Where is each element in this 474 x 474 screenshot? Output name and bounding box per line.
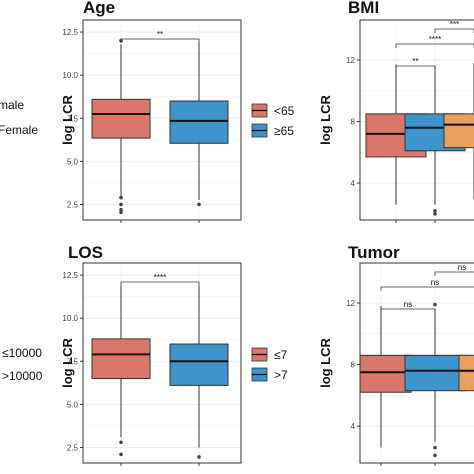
age-box-red bbox=[91, 98, 151, 139]
age-y-tick-label: 7.5 bbox=[67, 114, 79, 123]
los-y-tick-label: 12.5 bbox=[62, 271, 78, 280]
age-chart-title: Age bbox=[83, 0, 115, 17]
age-outlier-point bbox=[119, 195, 123, 200]
tumor-comparison-bracket bbox=[380, 308, 436, 313]
tumor-comparison-bracket bbox=[380, 286, 474, 291]
tumor-outlier-point bbox=[433, 453, 437, 458]
bmi-significance-label: *** bbox=[450, 20, 459, 29]
tumor-y-tick-label: 8 bbox=[351, 361, 356, 370]
los-box-blue bbox=[169, 343, 229, 386]
bmi-y-axis-label: log LCR bbox=[318, 94, 333, 144]
age-comparison-bracket bbox=[120, 38, 200, 43]
los-y-tick-label: 2.5 bbox=[67, 443, 79, 452]
los-outlier-point bbox=[119, 440, 123, 445]
age-legend-label: <65 bbox=[274, 104, 295, 118]
los-legend-label: ≤7 bbox=[274, 348, 288, 362]
chart-panel-age: ** 2.5 5.0 7.5 10.0 12.5 Age log LCR <65 ≥65 bbox=[60, 0, 295, 223]
bmi-comparison-bracket bbox=[434, 28, 474, 33]
tumor-comparison-bracket bbox=[434, 271, 474, 276]
chart-panel-tumor: ns ns ns 4 8 12 Tumor log LCR bbox=[318, 243, 474, 466]
tumor-y-tick-label: 4 bbox=[351, 422, 356, 431]
los-chart-title: LOS bbox=[68, 243, 103, 262]
age-outlier-point bbox=[119, 207, 123, 212]
age-outlier-point bbox=[197, 202, 201, 207]
bmi-chart-title: BMI bbox=[348, 0, 379, 17]
tumor-box-red bbox=[360, 354, 412, 393]
los-y-axis-label: log LCR bbox=[60, 337, 75, 387]
tumor-box-blue bbox=[404, 354, 466, 392]
bmi-comparison-bracket bbox=[395, 43, 474, 48]
los-y-tick-label: 5.0 bbox=[67, 400, 79, 409]
side-label-male: male bbox=[0, 98, 24, 112]
bmi-panel-border bbox=[359, 19, 474, 221]
tumor-box-orange bbox=[458, 354, 474, 392]
bmi-box-orange bbox=[443, 113, 474, 149]
tumor-significance-label: ns bbox=[404, 300, 412, 309]
panel-plot-area bbox=[360, 20, 474, 220]
tumor-significance-label: ns bbox=[431, 278, 439, 287]
los-outlier-point bbox=[119, 452, 123, 457]
chart-panel-los: **** 2.5 5.0 7.5 10.0 12.5 LOS log LCR ≤7 >7 bbox=[60, 243, 288, 466]
age-y-axis-label: log LCR bbox=[60, 94, 75, 144]
age-significance-label: ** bbox=[157, 30, 163, 39]
bmi-y-tick-label: 4 bbox=[351, 179, 356, 188]
side-label-le10000: ≤10000 bbox=[2, 346, 42, 360]
side-label-gt10000: >10000 bbox=[2, 369, 43, 383]
bmi-outlier-point bbox=[433, 208, 437, 213]
los-y-tick-label: 10.0 bbox=[62, 314, 78, 323]
age-y-tick-label: 12.5 bbox=[62, 28, 78, 37]
los-significance-label: **** bbox=[154, 273, 166, 282]
los-comparison-bracket bbox=[120, 281, 200, 286]
side-label-female: Female bbox=[0, 123, 38, 137]
panel-plot-area bbox=[83, 20, 241, 220]
tumor-outlier-point bbox=[433, 302, 437, 307]
bmi-y-tick-label: 8 bbox=[351, 118, 356, 127]
age-y-tick-label: 2.5 bbox=[67, 200, 79, 209]
los-panel-border bbox=[82, 262, 242, 464]
los-outlier-point bbox=[197, 455, 201, 459]
bmi-y-tick-label: 12 bbox=[346, 56, 355, 65]
tumor-outlier-point bbox=[433, 445, 437, 450]
age-box-blue bbox=[169, 100, 229, 144]
bmi-significance-label: **** bbox=[429, 35, 441, 44]
los-y-tick-label: 7.5 bbox=[67, 357, 79, 366]
age-outlier-point bbox=[119, 210, 123, 215]
age-legend-label: ≥65 bbox=[274, 124, 294, 138]
age-panel-border bbox=[82, 19, 242, 221]
age-y-tick-label: 10.0 bbox=[62, 71, 78, 80]
bmi-comparison-bracket bbox=[395, 65, 436, 70]
tumor-y-axis-label: log LCR bbox=[318, 337, 333, 387]
los-box-red bbox=[91, 338, 151, 380]
panel-plot-area bbox=[360, 263, 474, 463]
tumor-significance-label: ns bbox=[458, 263, 466, 272]
tumor-chart-title: Tumor bbox=[348, 243, 400, 262]
age-outlier-point bbox=[119, 202, 123, 207]
panel-plot-area bbox=[83, 263, 241, 463]
bmi-significance-label: ** bbox=[412, 57, 418, 66]
tumor-panel-border bbox=[359, 262, 474, 464]
bmi-outlier-point bbox=[433, 212, 437, 216]
tumor-y-tick-label: 12 bbox=[346, 299, 355, 308]
age-y-tick-label: 5.0 bbox=[67, 157, 79, 166]
los-legend-label: >7 bbox=[274, 368, 288, 382]
